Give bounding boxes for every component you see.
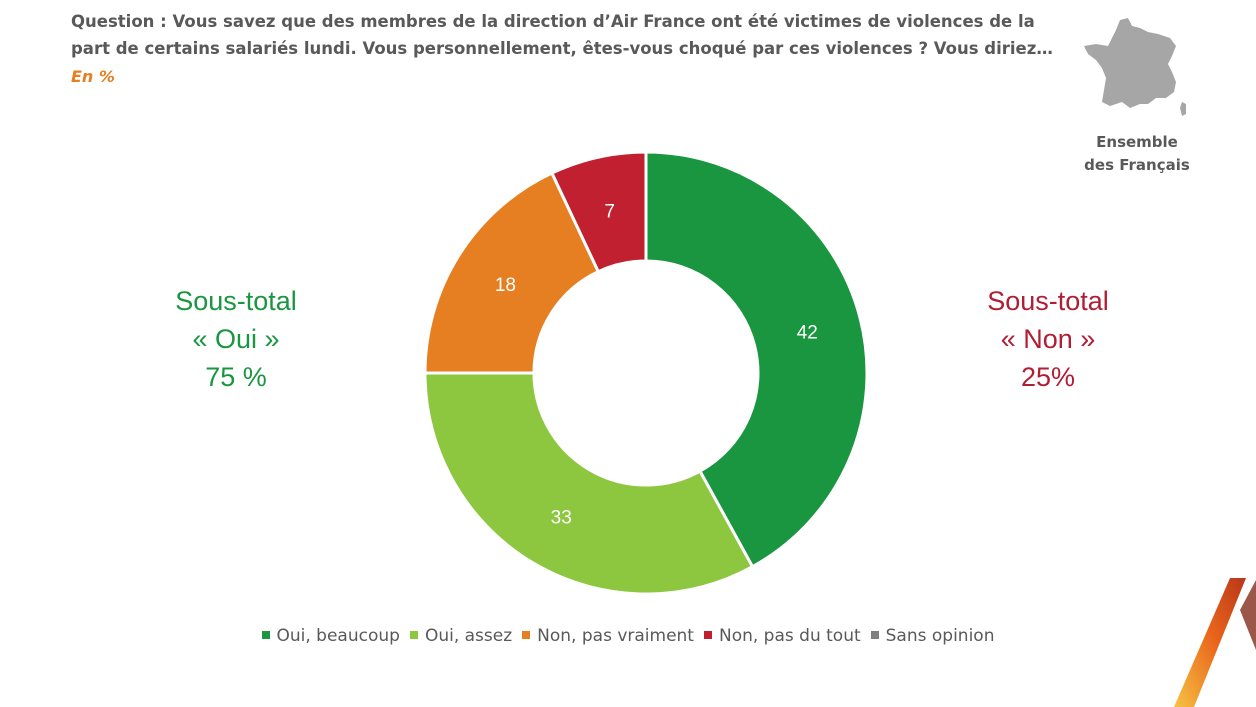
legend-item-3: Non, pas vraiment: [522, 626, 694, 646]
subtotal-non: Sous-total « Non » 25%: [938, 282, 1158, 396]
legend-item-4: Non, pas du tout: [703, 626, 861, 646]
subtotal-non-title: Sous-total: [987, 286, 1109, 316]
legend-swatch-3: [522, 631, 531, 639]
scope-line-2: des Français: [1084, 156, 1190, 174]
donut-slice-1: [644, 150, 869, 569]
unit-label: En %: [71, 67, 115, 86]
donut-label-4: 7: [604, 202, 615, 223]
population-scope: Ensemble des Français: [1075, 131, 1199, 177]
legend-swatch-5: [870, 631, 879, 639]
donut-label-2: 33: [551, 507, 572, 528]
donut-label-3: 18: [495, 275, 516, 296]
chart-legend: Oui, beaucoup Oui, assez Non, pas vraiment…: [0, 626, 1256, 646]
donut-slice-3: [423, 171, 601, 375]
legend-label-2: Oui, assez: [424, 626, 513, 646]
donut-slice-4: [549, 150, 648, 274]
legend-label-1: Oui, beaucoup: [276, 626, 400, 646]
france-map-icon: [1084, 18, 1186, 116]
donut-label-1: 42: [797, 323, 818, 344]
legend-item-1: Oui, beaucoup: [261, 626, 400, 646]
legend-swatch-2: [409, 631, 418, 639]
subtotal-oui: Sous-total « Oui » 75 %: [126, 282, 346, 396]
donut-slice-2: [423, 371, 755, 596]
subtotal-non-label: « Non »: [1000, 324, 1096, 354]
legend-swatch-4: [703, 631, 712, 639]
legend-item-2: Oui, assez: [409, 626, 513, 646]
legend-label-3: Non, pas vraiment: [537, 626, 694, 646]
legend-label-5: Sans opinion: [885, 626, 995, 646]
legend-label-4: Non, pas du tout: [718, 626, 861, 646]
subtotal-oui-title: Sous-total: [175, 286, 297, 316]
subtotal-oui-label: « Oui »: [192, 324, 280, 354]
question-text: Question : Vous savez que des membres de…: [71, 12, 1053, 58]
subtotal-non-value: 25%: [1020, 362, 1076, 392]
subtotal-oui-value: 75 %: [205, 362, 267, 392]
scope-line-1: Ensemble: [1096, 133, 1178, 151]
legend-swatch-1: [261, 631, 270, 639]
legend-item-5: Sans opinion: [870, 626, 995, 646]
brand-logo: [1174, 578, 1256, 707]
